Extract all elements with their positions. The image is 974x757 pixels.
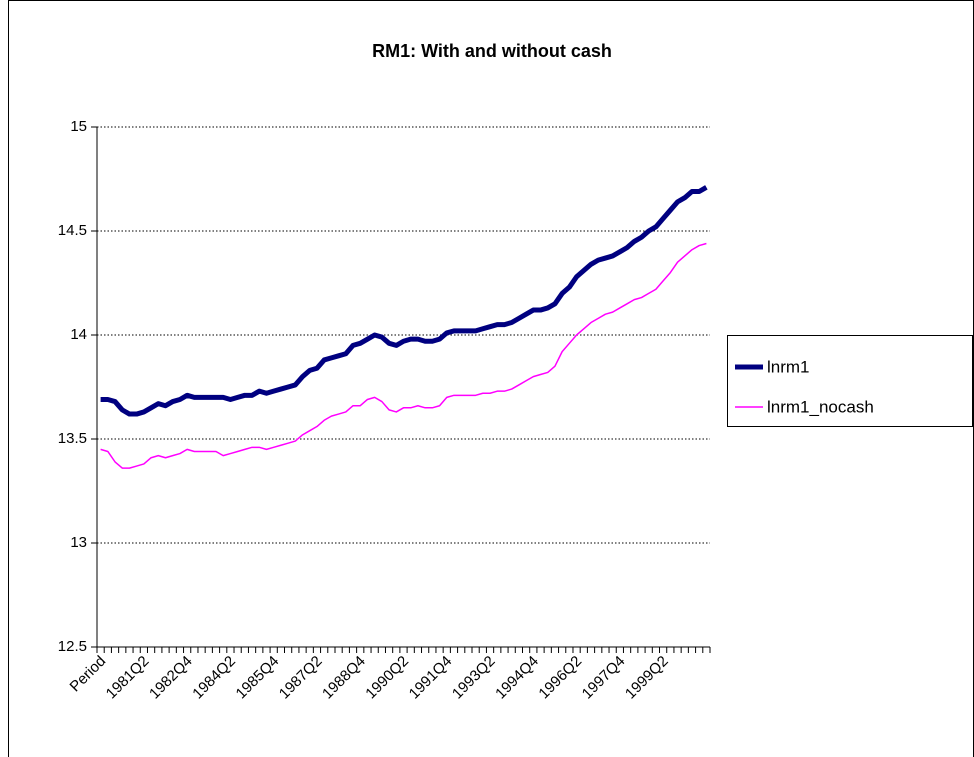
- y-tick-label: 14: [70, 326, 87, 343]
- legend-box: [727, 335, 973, 427]
- y-tick-label: 13.5: [58, 430, 87, 447]
- legend-label: lnrm1: [767, 357, 810, 376]
- y-tick-label: 12.5: [58, 638, 87, 655]
- y-tick-label: 14.5: [58, 222, 87, 239]
- series-line: [100, 185, 708, 417]
- y-tick-label: 15: [70, 118, 87, 135]
- y-tick-label: 13: [70, 534, 87, 551]
- legend-label: lnrm1_nocash: [767, 397, 874, 416]
- chart-title: RM1: With and without cash: [372, 41, 612, 61]
- series-line: [100, 242, 707, 469]
